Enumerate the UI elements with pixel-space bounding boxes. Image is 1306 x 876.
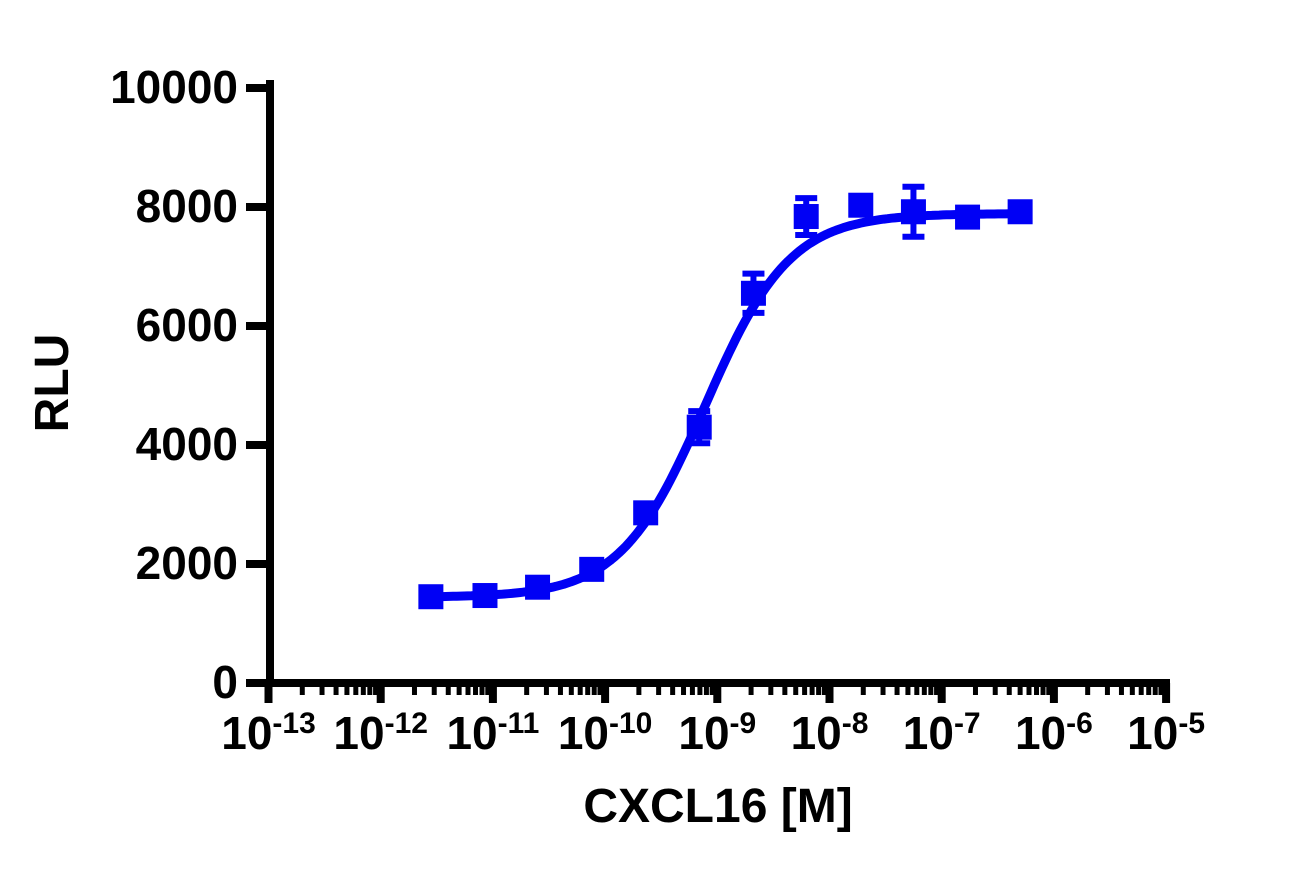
data-point: [848, 192, 874, 218]
x-tick-label: 10-5: [1127, 707, 1205, 759]
x-tick-label: 10-9: [678, 707, 756, 759]
y-tick-label: 6000: [136, 299, 238, 351]
x-tick-label: 10-10: [558, 707, 653, 759]
y-tick-label: 10000: [110, 61, 238, 113]
x-axis-title: CXCL16 [M]: [583, 780, 852, 833]
plot-area: 0 2000 4000 6000 8000 10000 10-13 10-12 10-11 10-…: [110, 61, 1205, 759]
y-tick-label: 4000: [136, 418, 238, 470]
x-tick-label: 10-8: [791, 707, 869, 759]
data-point: [955, 204, 981, 230]
x-tick-label: 10-11: [446, 707, 539, 759]
x-tick-label: 10-6: [1015, 707, 1093, 759]
data-point: [525, 574, 551, 600]
data-point: [686, 414, 712, 440]
data-point: [740, 280, 766, 306]
y-tick-label: 2000: [136, 537, 238, 589]
fit-curve: [426, 209, 1025, 602]
data-point: [633, 500, 659, 526]
y-axis-title: RLU: [26, 334, 79, 433]
x-tick-label: 10-12: [333, 707, 428, 759]
x-tick-label: 10-13: [221, 707, 316, 759]
y-tick-label: 8000: [136, 180, 238, 232]
y-tick-label: 0: [212, 656, 238, 708]
data-point: [579, 556, 605, 582]
data-point: [472, 583, 498, 609]
data-point: [900, 199, 926, 225]
data-point: [793, 204, 819, 230]
data-point: [418, 584, 444, 610]
data-point: [1007, 199, 1033, 225]
x-tick-label: 10-7: [903, 707, 981, 759]
